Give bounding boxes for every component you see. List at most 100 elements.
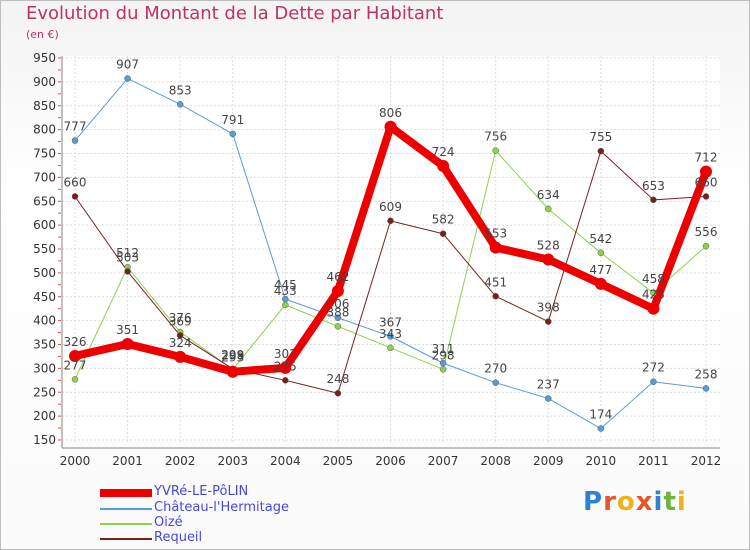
data-label: 528 xyxy=(537,239,560,253)
data-label: 324 xyxy=(169,336,192,350)
data-label: 806 xyxy=(379,106,402,120)
data-label: 369 xyxy=(169,314,192,328)
data-label: 853 xyxy=(169,83,192,97)
legend-swatch xyxy=(100,489,152,497)
data-label: 326 xyxy=(64,335,87,349)
data-point xyxy=(387,333,394,340)
data-label: 433 xyxy=(274,284,297,298)
y-tick-label: 300 xyxy=(33,361,56,375)
logo-letter: P xyxy=(583,487,604,517)
x-tick-label: 2010 xyxy=(586,454,617,468)
legend-label: Requeil xyxy=(154,530,203,545)
data-label: 275 xyxy=(274,359,297,373)
data-label: 376 xyxy=(169,311,192,325)
data-point xyxy=(492,293,499,300)
y-tick-label: 350 xyxy=(33,338,56,352)
y-tick-label: 850 xyxy=(33,99,56,113)
data-label: 634 xyxy=(537,188,560,202)
data-point xyxy=(229,130,236,138)
data-point xyxy=(226,365,239,378)
data-point xyxy=(387,217,394,225)
x-tick-label: 2002 xyxy=(165,454,196,468)
data-label: 293 xyxy=(221,351,244,365)
data-point xyxy=(387,344,394,352)
logo-letter: x xyxy=(635,487,654,517)
data-label: 777 xyxy=(64,120,87,134)
legend-item-oize: Oizé xyxy=(100,515,360,531)
x-tick-label: 2008 xyxy=(480,454,511,468)
logo-letter: o xyxy=(616,487,636,517)
data-label: 270 xyxy=(484,362,507,376)
data-point xyxy=(492,379,499,386)
data-label: 174 xyxy=(589,408,612,422)
data-point xyxy=(282,377,289,384)
x-tick-label: 2003 xyxy=(217,454,248,468)
data-point xyxy=(700,165,712,178)
data-label: 406 xyxy=(326,297,349,311)
data-point xyxy=(545,318,552,325)
data-point xyxy=(545,395,552,402)
data-point xyxy=(439,366,447,373)
data-label: 258 xyxy=(695,367,718,381)
x-tick-label: 2001 xyxy=(112,454,143,468)
data-label: 248 xyxy=(326,372,349,386)
legend-label: YVRé-LE-PôLIN xyxy=(154,484,249,499)
data-point xyxy=(279,361,292,374)
data-label: 462 xyxy=(326,270,349,284)
data-point xyxy=(597,147,605,155)
data-label: 298 xyxy=(221,348,244,362)
x-tick-label: 2004 xyxy=(270,454,301,468)
data-label: 277 xyxy=(64,358,87,372)
logo-letter: t xyxy=(663,487,677,517)
data-point xyxy=(542,253,555,266)
data-label: 351 xyxy=(116,323,139,337)
data-point xyxy=(121,338,134,351)
data-label: 791 xyxy=(221,113,244,127)
x-tick-label: 2011 xyxy=(638,454,669,468)
data-label: 712 xyxy=(695,151,718,165)
data-label: 724 xyxy=(432,145,455,159)
data-label: 660 xyxy=(695,175,718,189)
data-point xyxy=(597,425,605,432)
legend-swatch xyxy=(100,523,152,525)
data-point xyxy=(176,101,184,108)
data-label: 272 xyxy=(642,361,665,375)
data-point xyxy=(492,147,499,154)
y-tick-label: 400 xyxy=(33,314,56,328)
data-label: 299 xyxy=(221,348,244,362)
y-tick-label: 800 xyxy=(33,123,56,137)
x-tick-label: 2000 xyxy=(60,454,91,468)
data-point xyxy=(124,75,131,82)
data-point xyxy=(647,302,660,315)
data-label: 756 xyxy=(484,130,507,144)
data-label: 237 xyxy=(537,377,560,391)
data-label: 298 xyxy=(432,348,455,362)
data-point xyxy=(437,159,450,172)
data-point xyxy=(334,389,342,397)
data-point xyxy=(384,120,397,133)
logo-letter: r xyxy=(603,487,617,517)
data-label: 512 xyxy=(116,246,139,260)
data-label: 343 xyxy=(379,327,402,341)
data-label: 542 xyxy=(589,232,612,246)
y-tick-label: 950 xyxy=(33,51,56,65)
data-point xyxy=(124,268,131,275)
chart-title: Evolution du Montant de la Dette par Hab… xyxy=(26,3,444,24)
legend-item-requeil: Requeil xyxy=(100,530,360,546)
data-label: 477 xyxy=(589,263,612,277)
y-tick-label: 200 xyxy=(33,409,56,423)
data-point xyxy=(334,323,342,330)
data-label: 653 xyxy=(642,179,665,193)
y-tick-label: 900 xyxy=(33,75,56,89)
data-label: 609 xyxy=(379,200,402,214)
data-label: 556 xyxy=(695,225,718,239)
data-point xyxy=(597,249,605,257)
logo-letter: i xyxy=(676,487,687,517)
data-label: 445 xyxy=(274,278,297,292)
data-point xyxy=(176,332,184,339)
proxiti-logo: Proxiti xyxy=(583,487,687,517)
data-label: 503 xyxy=(116,250,139,264)
data-point xyxy=(334,314,342,322)
legend-swatch xyxy=(100,508,152,510)
